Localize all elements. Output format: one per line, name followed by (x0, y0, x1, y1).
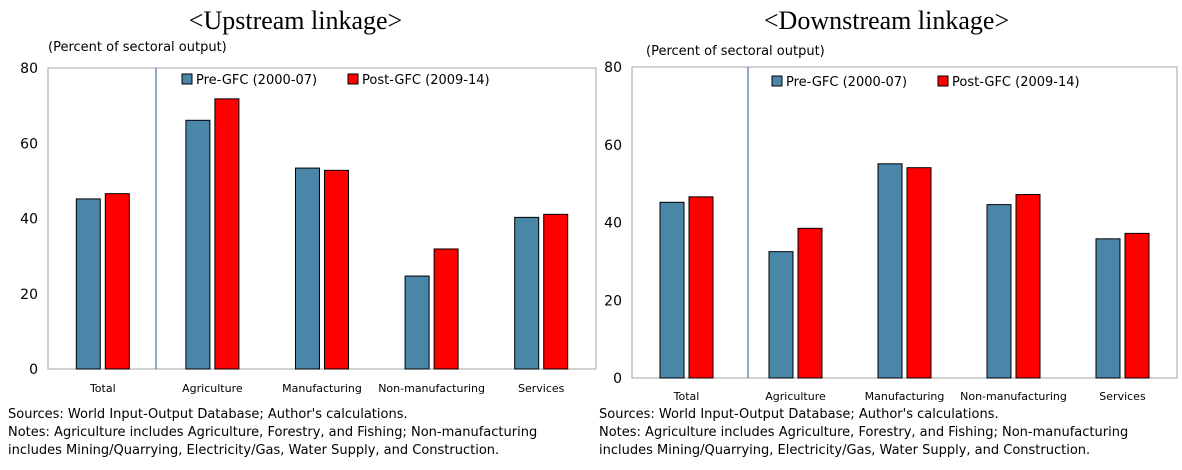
x-tick-label: Agriculture (182, 382, 243, 395)
downstream-panel: <Downstream linkage> (Percent of sectora… (591, 0, 1182, 470)
y-tick-label: 20 (604, 293, 622, 309)
bar-pre-gfc (1095, 238, 1121, 379)
legend-swatch (181, 73, 193, 85)
y-tick-label: 20 (20, 287, 38, 303)
notes-line-1: Notes: Agriculture includes Agriculture,… (8, 425, 538, 440)
x-tick-label: Non-manufacturing (960, 390, 1067, 403)
x-tick-label: Manufacturing (282, 382, 362, 395)
bar-pre-gfc (404, 275, 430, 370)
legend-label: Post-GFC (2009-14) (952, 75, 1080, 90)
bar-post-gfc (433, 248, 459, 370)
legend-label: Pre-GFC (2000-07) (196, 73, 317, 88)
bar-post-gfc (797, 227, 823, 379)
bar-pre-gfc (986, 204, 1012, 379)
x-tick-label: Manufacturing (865, 390, 945, 403)
legend-label: Post-GFC (2009-14) (362, 73, 490, 88)
bar-post-gfc (1015, 194, 1041, 379)
y-tick-label: 80 (20, 61, 38, 77)
plot-frame (47, 67, 597, 370)
bar-post-gfc (214, 98, 240, 370)
y-tick-label: 80 (604, 60, 622, 76)
chart-title: <Downstream linkage> (763, 6, 1010, 35)
y-tick-label: 0 (613, 371, 622, 387)
downstream-chart: 0 20 40 60 80 Total Agriculture Manufacturing No… (604, 60, 1178, 403)
y-tick-label: 40 (20, 212, 38, 228)
legend-swatch (771, 75, 783, 87)
bar-pre-gfc (295, 167, 320, 370)
chart-notes: Sources: World Input-Output Database; Au… (599, 406, 1174, 460)
y-tick-label: 40 (604, 216, 622, 232)
bar-post-gfc (1124, 232, 1150, 379)
unit-label: (Percent of sectoral output) (48, 40, 227, 55)
x-tick-label: Total (673, 390, 700, 403)
bar-post-gfc (688, 196, 714, 379)
legend-label: Pre-GFC (2000-07) (786, 75, 907, 90)
bar-pre-gfc (768, 251, 794, 379)
notes-line-1: Notes: Agriculture includes Agriculture,… (599, 425, 1129, 440)
notes-line-2: includes Mining/Quarrying, Electricity/G… (8, 443, 500, 458)
bar-pre-gfc (514, 216, 540, 370)
upstream-chart: 0 20 40 60 80 Total Agriculture Manufacturing No… (20, 61, 597, 395)
y-tick-label: 60 (20, 136, 38, 152)
notes-line-2: includes Mining/Quarrying, Electricity/G… (599, 443, 1091, 458)
bar-pre-gfc (75, 198, 101, 370)
y-tick-label: 60 (604, 138, 622, 154)
plot-frame (631, 66, 1178, 379)
x-tick-label: Non-manufacturing (378, 382, 485, 395)
chart-notes: Sources: World Input-Output Database; Au… (8, 406, 583, 460)
legend-swatch (347, 73, 359, 85)
bar-post-gfc (104, 193, 130, 370)
x-tick-label: Services (1099, 390, 1146, 403)
x-tick-label: Services (518, 382, 565, 395)
upstream-panel: <Upstream linkage> (Percent of sectoral … (8, 6, 597, 460)
bar-pre-gfc (877, 163, 903, 379)
unit-label: (Percent of sectoral output) (646, 44, 825, 59)
legend-swatch (937, 75, 949, 87)
chart-title: <Upstream linkage> (188, 6, 403, 35)
bar-pre-gfc (185, 119, 211, 370)
bar-post-gfc (324, 169, 349, 370)
bar-post-gfc (906, 167, 932, 379)
x-tick-label: Total (89, 382, 116, 395)
x-tick-label: Agriculture (765, 390, 826, 403)
sources-text: Sources: World Input-Output Database; Au… (8, 407, 408, 422)
sources-text: Sources: World Input-Output Database; Au… (599, 407, 999, 422)
bar-pre-gfc (659, 201, 685, 379)
y-tick-label: 0 (29, 362, 38, 378)
bar-post-gfc (543, 213, 569, 370)
